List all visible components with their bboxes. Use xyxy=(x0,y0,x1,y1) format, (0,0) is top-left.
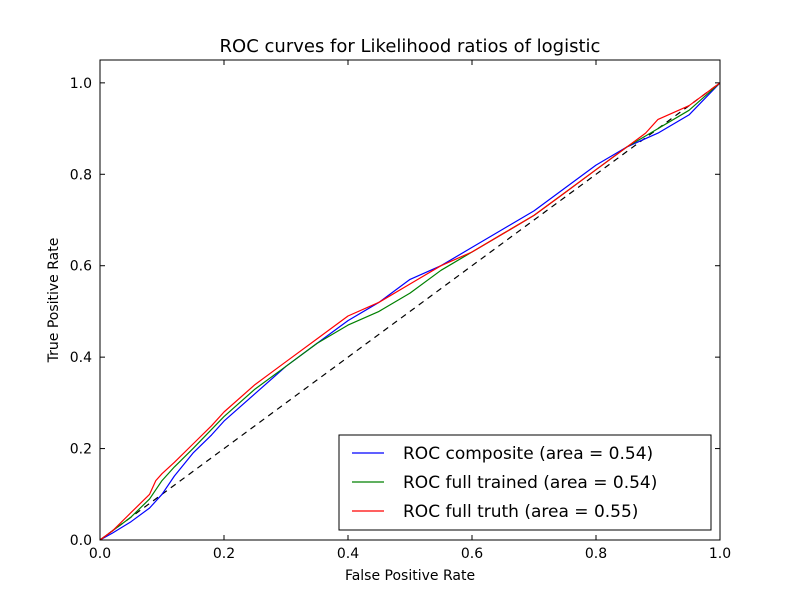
legend-label-full-truth: ROC full truth (area = 0.55) xyxy=(403,502,638,522)
plot-marks xyxy=(99,82,721,541)
y-tick-label: 0.0 xyxy=(70,533,92,549)
y-axis-label: True Positive Rate xyxy=(46,238,62,364)
y-tick-label: 0.2 xyxy=(70,442,92,458)
axis-ticks: 0.0 0.2 0.4 0.6 0.8 1.0 0.0 0.2 0.4 0.6 0.8 1.0 xyxy=(70,60,731,562)
x-tick-label: 0.8 xyxy=(585,546,607,562)
y-tick-label: 0.6 xyxy=(70,259,92,275)
chance-diagonal-line xyxy=(99,82,721,541)
legend: ROC composite (area = 0.54) ROC full tra… xyxy=(338,434,712,531)
legend-label-full-trained: ROC full trained (area = 0.54) xyxy=(403,473,657,493)
x-tick-label: 0.0 xyxy=(89,546,111,562)
plot-frame xyxy=(99,59,721,541)
chart-title: ROC curves for Likelihood ratios of logi… xyxy=(220,36,601,57)
x-tick-label: 0.6 xyxy=(461,546,483,562)
legend-box xyxy=(338,434,712,531)
roc-composite-line xyxy=(99,82,721,541)
x-tick-label: 1.0 xyxy=(709,546,731,562)
legend-label-composite: ROC composite (area = 0.54) xyxy=(403,444,653,464)
y-tick-label: 1.0 xyxy=(70,76,92,92)
roc-full-truth-line xyxy=(99,82,721,541)
y-tick-label: 0.4 xyxy=(70,350,92,366)
x-tick-label: 0.4 xyxy=(337,546,359,562)
x-tick-label: 0.2 xyxy=(213,546,235,562)
x-axis-label: False Positive Rate xyxy=(345,568,475,584)
y-tick-label: 0.8 xyxy=(70,167,92,183)
